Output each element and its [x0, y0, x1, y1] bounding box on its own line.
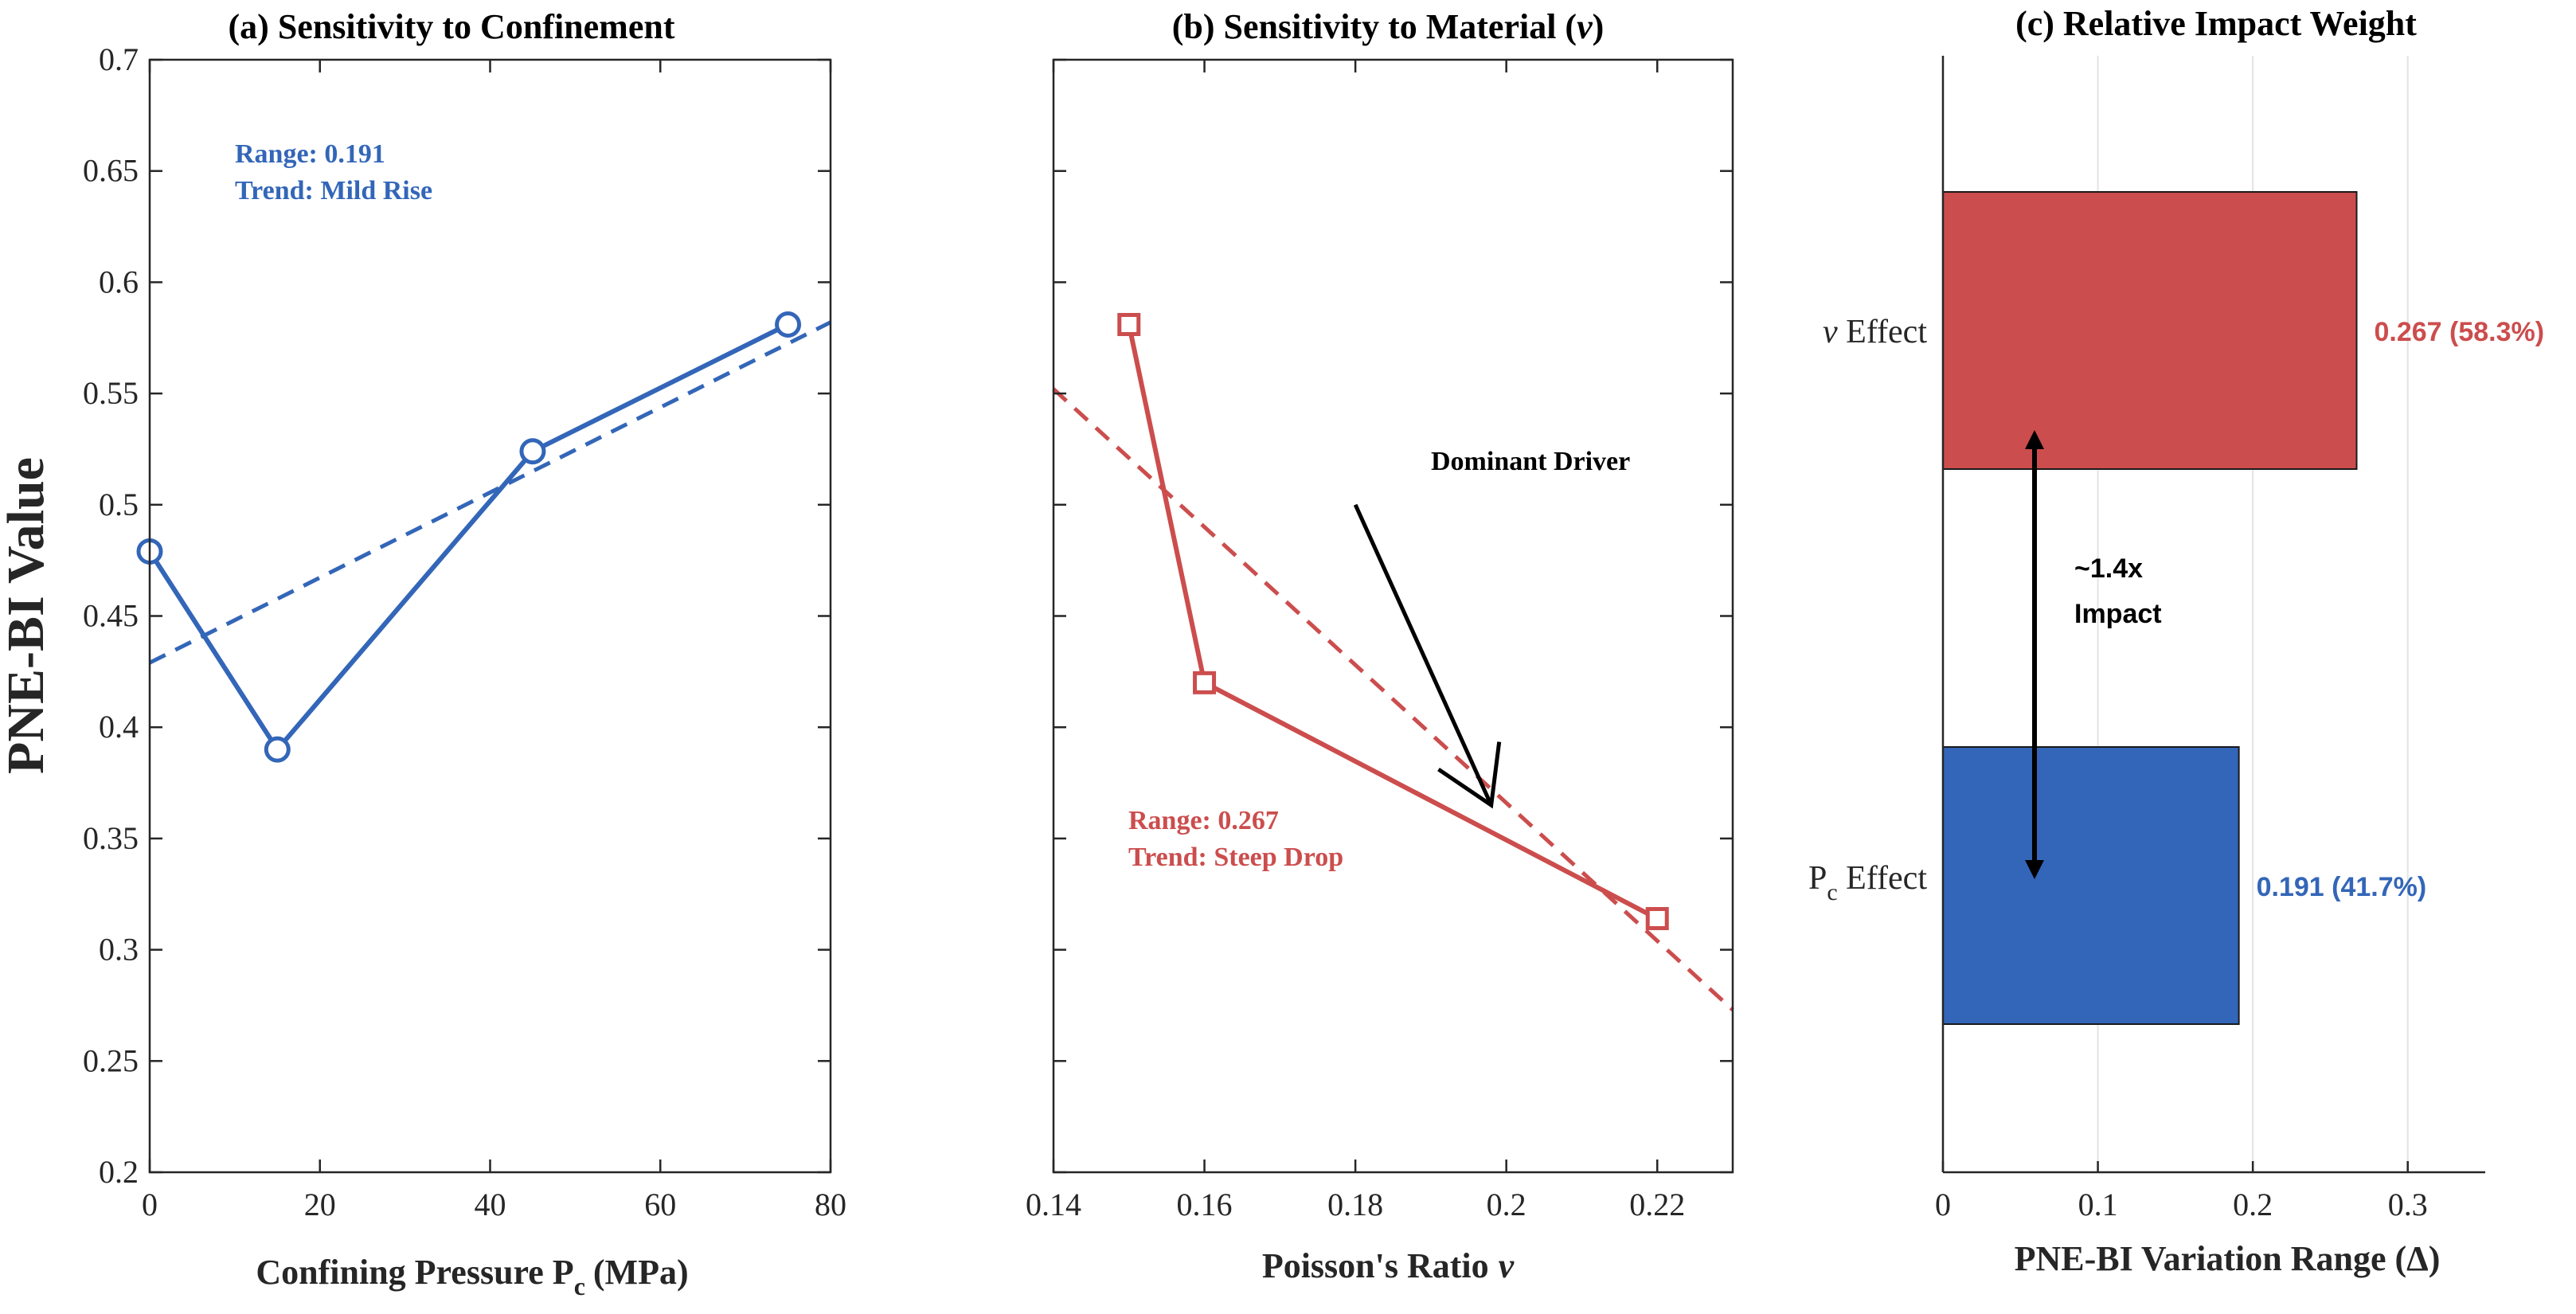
panel-c-ticks: 0 0.1 0.2 0.3	[1935, 1161, 2428, 1222]
panel-c-value-label: 0.191 (41.7%)	[2257, 872, 2427, 902]
panel-a-y-tick-label: 0.35	[83, 820, 139, 856]
panel-a-y-tick-label: 0.2	[99, 1154, 139, 1190]
panel-a-x-tick-label: 20	[304, 1187, 336, 1222]
panel-a-y-tick-label: 0.4	[99, 709, 139, 745]
panel-c-x-axis-label: PNE-BI Variation Range (Δ)	[2015, 1239, 2441, 1278]
panel-c-chart: (c) Relative Impact Weight 0.267 (58.3%)…	[1808, 4, 2544, 1278]
panel-a-x-tick-label: 0	[142, 1187, 158, 1222]
panel-c-bars: 0.267 (58.3%) 0.191 (41.7%)	[1942, 191, 2545, 1025]
panel-a-title: (a) Sensitivity to Confinement	[229, 7, 675, 46]
panel-b-trend-line	[1052, 387, 1734, 1011]
panel-a-point	[775, 311, 802, 338]
panel-a-point	[264, 736, 291, 763]
impact-ratio-sublabel: Impact	[2074, 599, 2162, 629]
panel-b-x-tick-label: 0.22	[1629, 1187, 1685, 1222]
panel-a-y-tick-label: 0.65	[83, 153, 139, 189]
panel-a-trend-line	[148, 320, 832, 665]
panel-b-axes-box	[1052, 58, 1734, 1174]
panel-c-x-tick-label: 0.3	[2388, 1187, 2428, 1222]
panel-c-x-tick-label: 0	[1935, 1187, 1951, 1222]
category-label-nu-effect: ν Effect	[1823, 314, 1927, 350]
panel-b-x-tick-label: 0.16	[1177, 1187, 1233, 1222]
panel-a-x-axis-label: Confining Pressure Pc (MPa)	[256, 1253, 688, 1300]
panel-b-point	[1645, 906, 1669, 930]
panel-a-y-tick-label: 0.25	[83, 1042, 139, 1078]
panel-a-x-tick-label: 80	[815, 1187, 846, 1222]
panel-b-x-axis-label: Poisson's Ratio ν	[1262, 1246, 1515, 1285]
panel-a-range-annotation: Range: 0.191	[235, 139, 385, 169]
panel-b-point	[1117, 312, 1141, 336]
panel-a-ticks: 0.2 0.25 0.3 0.35 0.4 0.45 0.5 0.55 0.6 0.65 0.7 0 2…	[83, 41, 846, 1222]
panel-a-point	[519, 438, 546, 465]
panel-a-x-tick-label: 60	[644, 1187, 676, 1222]
panel-a-y-tick-label: 0.7	[99, 41, 139, 77]
panel-b-x-tick-label: 0.18	[1327, 1187, 1383, 1222]
panel-a-x-tick-label: 40	[475, 1187, 506, 1222]
panel-b-chart: (b) Sensitivity to Material (ν) 0.14 0.16…	[1026, 7, 1734, 1285]
panel-c-bar	[1942, 191, 2358, 470]
panel-b-ticks: 0.14 0.16 0.18 0.2 0.22	[1026, 58, 1733, 1222]
panel-a-trend-annotation: Trend: Mild Rise	[235, 176, 432, 205]
y-axis-label: PNE-BI Value	[0, 457, 55, 774]
panel-b-x-tick-label: 0.2	[1487, 1187, 1526, 1222]
dominant-driver-arrow	[1353, 503, 1502, 809]
panel-a-y-tick-label: 0.55	[83, 375, 139, 411]
dominant-driver-arrow-shaft	[1353, 503, 1493, 807]
dominant-driver-arrow-head	[1437, 741, 1502, 809]
panel-b-point	[1193, 671, 1217, 694]
category-label-pc-effect: Pc Effect	[1808, 860, 1927, 905]
panel-a-y-tick-label: 0.6	[99, 264, 139, 299]
dominant-driver-label: Dominant Driver	[1431, 447, 1630, 476]
panel-c-bar	[1942, 746, 2240, 1025]
panel-a-plot-area	[136, 311, 832, 763]
panel-a-y-tick-label: 0.45	[83, 598, 139, 634]
panel-c-title: (c) Relative Impact Weight	[2015, 4, 2417, 43]
panel-a-y-tick-label: 0.3	[99, 932, 139, 968]
panel-b-range-annotation: Range: 0.267	[1128, 806, 1279, 835]
panel-a-axes-box	[148, 58, 832, 1174]
impact-ratio-label: ~1.4x	[2074, 553, 2143, 584]
panel-a-y-tick-label: 0.5	[99, 487, 139, 522]
panel-b-title: (b) Sensitivity to Material (ν)	[1172, 7, 1605, 46]
panel-b-plot-area	[1052, 312, 1734, 1011]
panel-b-trend-annotation: Trend: Steep Drop	[1128, 843, 1343, 872]
panel-b-x-tick-label: 0.14	[1026, 1187, 1081, 1222]
panel-c-x-tick-label: 0.2	[2233, 1187, 2273, 1222]
panel-c-value-label: 0.267 (58.3%)	[2375, 317, 2545, 347]
panel-a-series-line	[147, 322, 789, 754]
panel-c-x-tick-label: 0.1	[2078, 1187, 2118, 1222]
panel-a-chart: (a) Sensitivity to Confinement 0.20.250.…	[0, 7, 846, 1300]
